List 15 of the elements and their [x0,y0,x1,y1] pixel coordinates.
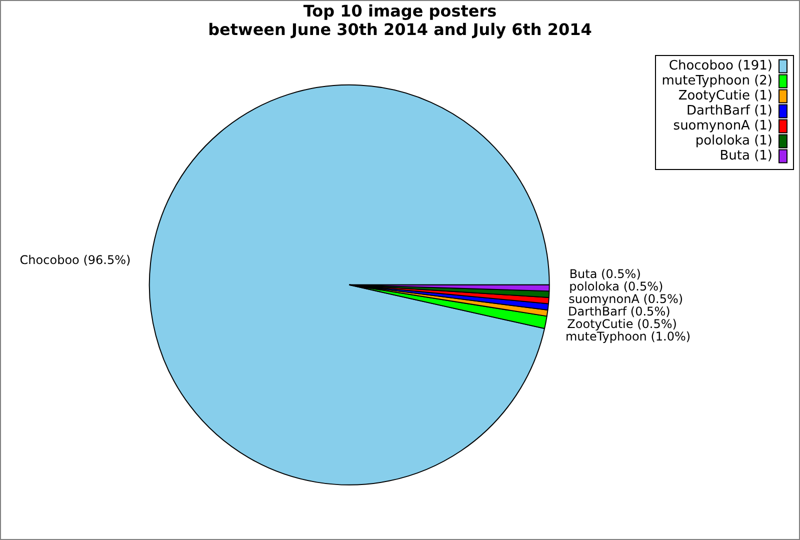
data-label: Buta (0.5%) [569,267,641,282]
data-label: muteTyphoon (1.0%) [565,330,691,344]
data-label: pololoka (0.5%) [569,280,664,294]
chart-title: Top 10 image posters between June 30th 2014 and July 6th 2014 [208,1,592,39]
data-label: ZootyCutie (0.5%) [567,317,677,332]
legend-label: DarthBarf (1) [686,104,772,119]
legend-label: suomynonA (1) [673,118,772,134]
legend-label: Buta (1) [720,148,772,164]
data-label: suomynonA (0.5%) [568,292,684,306]
data-label: DarthBarf (0.5%) [568,304,670,319]
legend-label: ZootyCutie (1) [678,88,772,104]
legend-label: muteTyphoon (2) [662,74,772,89]
legend-label: Chocoboo (191) [668,58,772,74]
data-label: Chocoboo (96.5%) [20,252,131,267]
legend-label: pololoka (1) [695,134,772,149]
